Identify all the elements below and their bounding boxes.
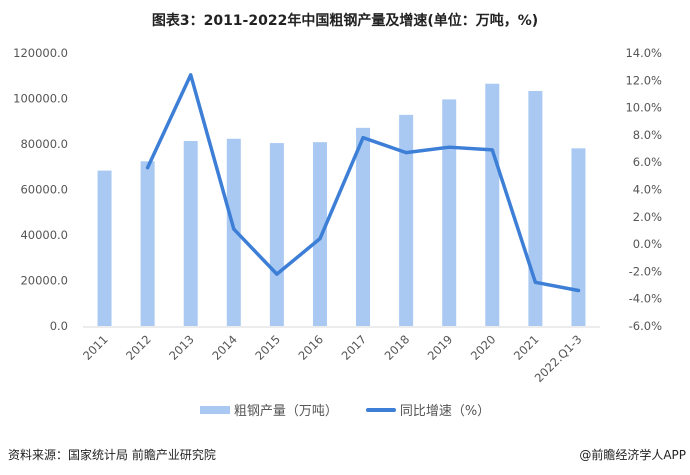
x-tick-label: 2013 [166, 332, 197, 363]
left-tick-label: 40000.0 [20, 228, 68, 242]
x-tick-label: 2011 [80, 332, 111, 363]
right-tick-label: -4.0% [629, 292, 662, 306]
right-tick-label: 4.0% [633, 183, 662, 197]
x-tick-label: 2014 [209, 332, 240, 363]
bar [312, 142, 327, 326]
right-tick-label: 8.0% [633, 128, 662, 142]
bar [571, 148, 586, 326]
bar [269, 143, 284, 326]
right-tick-label: 14.0% [625, 46, 662, 60]
x-tick-label: 2017 [339, 332, 370, 363]
growth-point [404, 151, 408, 155]
bar [140, 161, 155, 326]
growth-point [275, 272, 279, 276]
growth-point [576, 289, 580, 293]
right-tick-label: 12.0% [625, 73, 662, 87]
x-tick-label: 2016 [295, 332, 326, 363]
bar [97, 170, 112, 326]
left-tick-label: 0.0 [50, 319, 68, 333]
right-tick-label: -2.0% [629, 264, 662, 278]
left-tick-label: 60000.0 [20, 183, 68, 197]
bar [356, 127, 371, 326]
right-tick-label: 6.0% [633, 155, 662, 169]
growth-point [533, 280, 537, 284]
bar [442, 99, 457, 326]
x-tick-label: 2022.Q1-3 [532, 332, 585, 385]
source-note: 资料来源：国家统计局 前瞻产业研究院 [8, 448, 216, 462]
legend-swatch-bar [199, 405, 230, 414]
legend-swatch-line [365, 407, 396, 412]
x-tick-label: 2018 [382, 332, 413, 363]
chart-title: 图表3：2011-2022年中国粗钢产量及增速(单位：万吨，%) [151, 13, 539, 29]
left-tick-label: 100000.0 [13, 92, 68, 106]
left-tick-label: 120000.0 [13, 46, 68, 60]
bar [226, 138, 241, 326]
growth-point [146, 166, 150, 170]
legend-label: 粗钢产量（万吨） [233, 404, 338, 419]
growth-point [490, 148, 494, 152]
right-tick-label: 0.0% [633, 237, 662, 251]
growth-point [318, 237, 322, 241]
credit-note: @前瞻经济学人APP [579, 448, 686, 462]
left-tick-label: 80000.0 [20, 137, 68, 151]
growth-point [447, 145, 451, 149]
bar [183, 141, 198, 326]
x-tick-label: 2015 [252, 332, 283, 363]
legend-item-production: 粗钢产量（万吨） [199, 400, 338, 419]
x-tick-label: 2019 [425, 332, 456, 363]
right-tick-label: -6.0% [629, 319, 662, 333]
growth-point [361, 136, 365, 140]
x-tick-label: 2020 [468, 332, 499, 363]
left-tick-label: 20000.0 [20, 274, 68, 288]
growth-point [189, 73, 193, 77]
right-tick-label: 10.0% [625, 101, 662, 115]
legend: 粗钢产量（万吨） 同比增速（%） [0, 400, 690, 419]
bar [399, 114, 414, 326]
bar [485, 83, 500, 327]
bar [528, 90, 543, 327]
growth-point [232, 227, 236, 231]
x-tick-label: 2012 [123, 332, 154, 363]
legend-label: 同比增速（%） [399, 404, 491, 419]
legend-item-growth: 同比增速（%） [365, 400, 491, 419]
x-tick-label: 2021 [511, 332, 542, 363]
right-tick-label: 2.0% [633, 210, 662, 224]
